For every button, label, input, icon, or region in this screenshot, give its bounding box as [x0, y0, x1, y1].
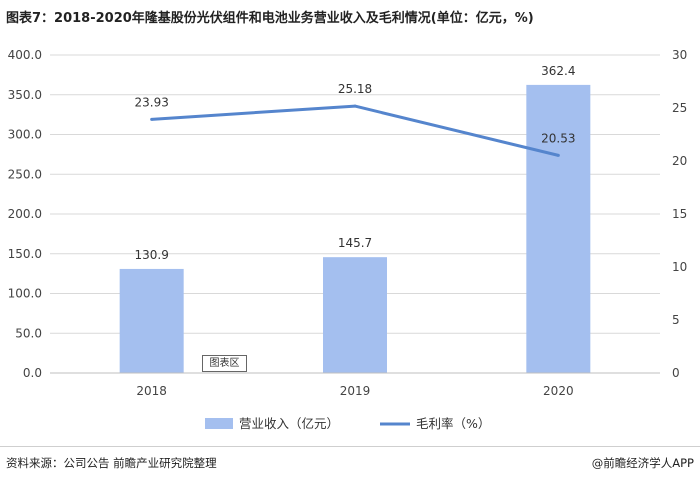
- y-right-tick-label: 5: [672, 313, 680, 327]
- x-tick-label: 2018: [136, 384, 167, 398]
- gross-margin-line: [151, 104, 559, 157]
- line-point-2020: [556, 153, 560, 157]
- y-left-tick-label: 150.0: [8, 247, 42, 261]
- y-left-tick-label: 200.0: [8, 207, 42, 221]
- y-right-tick-label: 0: [672, 366, 680, 380]
- line-data-label: 23.93: [134, 95, 168, 109]
- legend-swatch-revenue: [205, 418, 233, 429]
- y-left-tick-label: 300.0: [8, 128, 42, 142]
- bar-2019: [323, 257, 387, 373]
- y-right-tick-label: 10: [672, 260, 687, 274]
- chart-canvas: 0.0 50.0 100.0 150.0 200.0 250.0 300.0 350.0 400…: [8, 48, 688, 431]
- y-left-tick-label: 0.0: [23, 366, 42, 380]
- y-right-tick-label: 15: [672, 207, 687, 221]
- line-point-2018: [150, 117, 154, 121]
- bar-data-label: 362.4: [541, 64, 575, 78]
- data-labels: 130.9 145.7 362.4 23.93 25.18 20.53: [134, 64, 575, 262]
- bar-2018: [119, 268, 184, 373]
- y-left-tick-label: 350.0: [8, 88, 42, 102]
- y-right-tick-label: 30: [672, 48, 687, 62]
- legend: 营业收入（亿元） 毛利率（%）: [205, 416, 490, 431]
- line-series: [150, 104, 560, 157]
- x-tick-label: 2020: [543, 384, 574, 398]
- line-point-2019: [353, 104, 357, 108]
- y-left-tick-label: 400.0: [8, 48, 42, 62]
- legend-label-revenue: 营业收入（亿元）: [239, 416, 339, 431]
- chart-area-tooltip: 图表区: [202, 355, 247, 372]
- bar-data-label: 145.7: [338, 236, 372, 250]
- y-left-tick-label: 50.0: [15, 326, 42, 340]
- bar-2020: [526, 84, 591, 373]
- y-right-tick-label: 25: [672, 101, 687, 115]
- bar-series: [119, 84, 591, 373]
- legend-label-margin: 毛利率（%）: [416, 416, 490, 431]
- source-note: 资料来源：公司公告 前瞻产业研究院整理: [6, 456, 217, 470]
- y-left-tick-label: 250.0: [8, 167, 42, 181]
- line-data-label: 25.18: [338, 82, 372, 96]
- footer-divider: [0, 446, 700, 447]
- x-tick-label: 2019: [340, 384, 371, 398]
- chart-title: 图表7：2018-2020年隆基股份光伏组件和电池业务营业收入及毛利情况(单位：…: [6, 11, 534, 26]
- axes: 0.0 50.0 100.0 150.0 200.0 250.0 300.0 350.0 400…: [8, 48, 688, 398]
- y-left-tick-label: 100.0: [8, 287, 42, 301]
- y-right-tick-label: 20: [672, 154, 687, 168]
- line-data-label: 20.53: [541, 131, 575, 145]
- bar-data-label: 130.9: [134, 248, 168, 262]
- brand-credit: @前瞻经济学人APP: [591, 456, 694, 470]
